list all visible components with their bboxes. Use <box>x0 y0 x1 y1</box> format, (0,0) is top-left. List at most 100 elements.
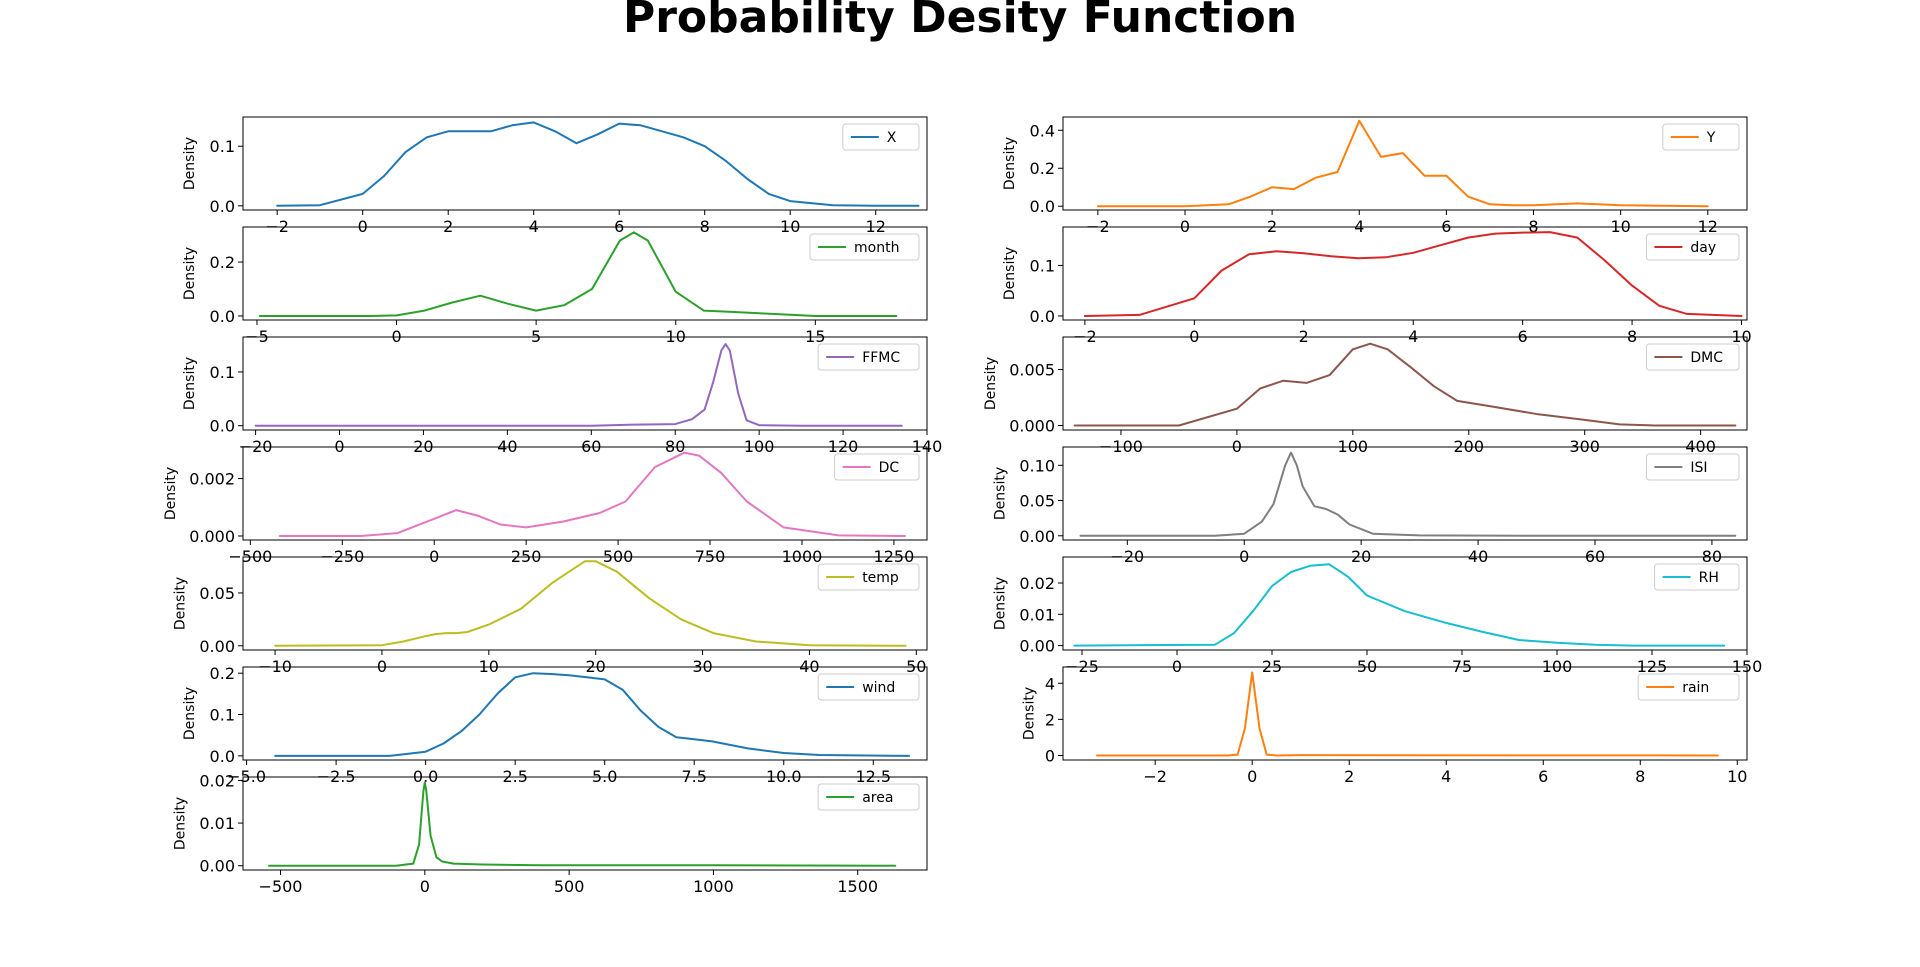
axes-frame-temp <box>242 556 928 651</box>
x-tick-label: 6 <box>1538 767 1548 786</box>
x-tick-label: −500 <box>259 877 303 896</box>
y-tick-label: 0.1 <box>210 137 235 156</box>
y-tick-label: 0.0 <box>210 197 235 216</box>
legend-box <box>817 343 920 371</box>
legend-box <box>1645 343 1740 371</box>
density-curve-area <box>268 781 897 867</box>
axes-frame-isi <box>1062 446 1748 541</box>
density-curve-y <box>1096 119 1709 208</box>
legend-box <box>842 123 920 151</box>
y-axis-label: Density <box>182 137 198 190</box>
density-curve-dmc <box>1073 342 1737 427</box>
x-tick-label: 10 <box>1727 767 1747 786</box>
x-tick-label: 1000 <box>693 877 734 896</box>
y-tick-label: 0.000 <box>189 527 235 546</box>
y-axis-label: Density <box>993 467 1009 520</box>
axes-frame-y <box>1062 116 1748 211</box>
y-axis-label: Density <box>993 577 1009 630</box>
legend-label: month <box>854 240 899 256</box>
axes-frame-rain <box>1062 666 1748 761</box>
legend-box <box>1645 453 1740 481</box>
legend-box <box>1662 123 1740 151</box>
y-tick-label: 0.10 <box>1019 456 1055 475</box>
legend-label: DC <box>879 460 900 476</box>
legend-label: FFMC <box>862 350 900 366</box>
axes-frame-month <box>242 226 928 321</box>
y-tick-label: 0.00 <box>199 857 235 876</box>
axes-frame-ffmc <box>242 336 928 431</box>
legend-label: Y <box>1706 130 1716 146</box>
axes-frame-dmc <box>1062 336 1748 431</box>
x-tick-label: 0 <box>420 877 430 896</box>
legend-box <box>834 453 920 481</box>
density-curve-rh <box>1073 563 1726 647</box>
y-tick-label: 0.1 <box>210 363 235 382</box>
y-axis-label: Density <box>1002 137 1018 190</box>
y-axis-label: Density <box>983 357 999 410</box>
legend-label: RH <box>1699 570 1719 586</box>
x-tick-label: −2 <box>1143 767 1167 786</box>
density-curve-isi <box>1079 451 1737 537</box>
y-tick-label: 2 <box>1045 710 1055 729</box>
x-tick-label: 4 <box>1441 767 1451 786</box>
y-tick-label: 0.0 <box>210 417 235 436</box>
y-tick-label: 0.0 <box>1030 307 1055 326</box>
y-tick-label: 0.05 <box>199 584 235 603</box>
y-axis-label: Density <box>163 467 179 520</box>
legend-label: ISI <box>1690 460 1707 476</box>
legend-label: wind <box>862 680 895 696</box>
y-axis-label: Density <box>182 247 198 300</box>
legend-box <box>1654 563 1740 591</box>
y-tick-label: 0.4 <box>1030 121 1055 140</box>
legend-label: temp <box>862 570 899 586</box>
x-tick-label: 0 <box>1247 767 1257 786</box>
y-axis-label: Density <box>173 577 189 630</box>
density-curve-rain <box>1096 671 1719 757</box>
y-axis-label: Density <box>1021 687 1037 740</box>
y-tick-label: 0 <box>1045 746 1055 765</box>
y-tick-label: 0.002 <box>189 470 235 489</box>
axes-frame-x <box>242 116 928 211</box>
axes-frame-day <box>1062 226 1748 321</box>
legend-label: rain <box>1682 680 1709 696</box>
subplot-dc: −500 −250 0 250 500 750 1000 12500.0000.002Dens… <box>163 446 928 566</box>
y-axis-label: Density <box>182 357 198 410</box>
legend-box <box>1637 673 1740 701</box>
density-curve-x <box>276 121 920 207</box>
y-tick-label: 0.02 <box>199 771 235 790</box>
y-tick-label: 0.0 <box>210 747 235 766</box>
subplot-area: −500 0 500 1000 1500 0.00 0.01 0.02 Density area <box>173 771 928 896</box>
density-curve-temp <box>274 560 907 647</box>
y-tick-label: 4 <box>1045 674 1055 693</box>
y-tick-label: 0.2 <box>210 664 235 683</box>
y-tick-label: 0.1 <box>210 706 235 725</box>
y-tick-label: 0.02 <box>1019 574 1055 593</box>
y-tick-label: 0.0 <box>1030 197 1055 216</box>
axes-frame-wind <box>242 666 928 761</box>
legend-box <box>817 783 920 811</box>
y-tick-label: 0.2 <box>1030 159 1055 178</box>
subplot-rain: −2 0 2 4 6 8 10 0 2 4 Density rain <box>1021 666 1748 786</box>
legend-label: area <box>862 790 893 806</box>
subplot-wind: −5.0 −2.5 0.0 2.5 5.0 7.5 10.0 12.50.00.10.2Den… <box>182 664 928 786</box>
axes-frame-rh <box>1062 556 1748 651</box>
y-tick-label: 0.2 <box>210 253 235 272</box>
legend-box <box>817 563 920 591</box>
density-curve-dc <box>278 451 906 537</box>
y-tick-label: 0.01 <box>199 814 235 833</box>
y-tick-label: 0.01 <box>1019 605 1055 624</box>
y-tick-label: 0.05 <box>1019 492 1055 511</box>
legend-label: day <box>1690 240 1716 256</box>
legend-label: X <box>887 130 897 146</box>
figure-title: Probability Desity Function <box>623 0 1297 43</box>
